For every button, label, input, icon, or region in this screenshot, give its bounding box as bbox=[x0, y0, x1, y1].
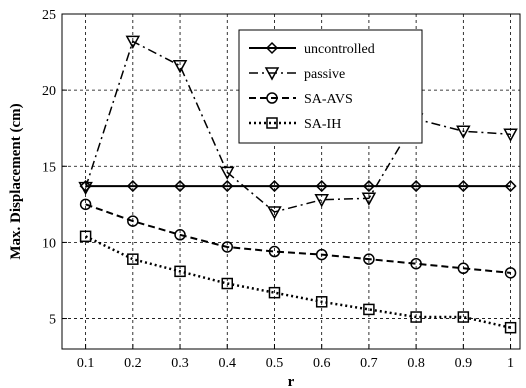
data-point-uncontrolled bbox=[457, 180, 470, 193]
data-point-passive bbox=[267, 206, 282, 220]
series-sa-avs bbox=[79, 198, 517, 279]
data-point-sa-ih bbox=[363, 303, 375, 316]
x-axis-label: r bbox=[288, 374, 295, 388]
legend-marker bbox=[264, 67, 280, 81]
x-tick-label: 0.7 bbox=[360, 356, 378, 371]
data-point-sa-avs bbox=[363, 253, 375, 265]
x-tick-label: 0.1 bbox=[77, 356, 95, 371]
data-point-sa-ih bbox=[174, 265, 186, 278]
legend-marker bbox=[265, 41, 279, 55]
data-point-uncontrolled bbox=[79, 180, 92, 193]
y-tick-label: 25 bbox=[42, 8, 56, 23]
y-axis-label: Max. Displacement (cm) bbox=[8, 103, 24, 259]
legend-item-uncontrolled: uncontrolled bbox=[249, 41, 375, 57]
data-point-uncontrolled bbox=[315, 180, 328, 193]
data-point-sa-avs bbox=[457, 262, 470, 275]
legend-marker bbox=[266, 117, 278, 129]
data-point-uncontrolled bbox=[362, 180, 375, 193]
legend-label: SA-AVS bbox=[304, 92, 353, 107]
data-point-uncontrolled bbox=[268, 180, 281, 193]
x-tick-label: 0.6 bbox=[313, 356, 331, 371]
legend-item-passive: passive bbox=[249, 67, 345, 82]
data-point-passive bbox=[219, 166, 235, 180]
x-tick-label: 0.5 bbox=[266, 356, 284, 371]
data-point-sa-ih bbox=[315, 296, 328, 308]
plot-frame bbox=[61, 13, 521, 350]
data-point-sa-avs bbox=[221, 241, 234, 253]
data-point-sa-avs bbox=[410, 257, 422, 270]
series-line-sa-ih bbox=[85, 235, 511, 329]
series-line-passive bbox=[84, 40, 511, 213]
legend-item-sa-ih: SA-IH bbox=[249, 117, 341, 132]
data-point-uncontrolled bbox=[173, 180, 187, 193]
data-point-sa-ih bbox=[127, 253, 139, 265]
data-point-sa-avs bbox=[315, 248, 328, 261]
data-point-sa-ih bbox=[268, 286, 281, 299]
legend-label: passive bbox=[304, 67, 345, 82]
legend-item-sa-avs: SA-AVS bbox=[249, 92, 353, 107]
x-tick-label: 0.4 bbox=[219, 356, 237, 371]
data-point-passive bbox=[78, 181, 93, 196]
data-point-passive bbox=[314, 194, 329, 208]
data-point-passive bbox=[456, 125, 471, 139]
data-point-passive bbox=[503, 128, 518, 142]
series-layer bbox=[78, 35, 518, 334]
series-passive bbox=[78, 35, 518, 220]
data-point-sa-avs bbox=[174, 229, 186, 241]
x-axis-ticks: 0.1 0.2 0.3 0.4 0.5 0.6 0.7 0.8 0.9 1 bbox=[77, 344, 514, 371]
x-tick-label: 0.3 bbox=[171, 356, 189, 371]
legend-label: uncontrolled bbox=[304, 42, 375, 57]
data-point-sa-ih bbox=[457, 311, 470, 323]
data-point-sa-avs bbox=[127, 215, 139, 227]
series-line-sa-avs bbox=[85, 203, 511, 274]
data-point-sa-avs bbox=[268, 245, 281, 258]
data-point-sa-ih bbox=[79, 230, 92, 243]
legend: uncontrolled passive SA-AVS SA-IH bbox=[238, 29, 423, 144]
x-tick-label: 0.8 bbox=[407, 356, 425, 371]
y-tick-label: 15 bbox=[42, 160, 56, 175]
y-tick-label: 20 bbox=[42, 84, 56, 99]
data-point-passive bbox=[361, 192, 377, 206]
data-point-uncontrolled bbox=[126, 180, 139, 193]
data-point-uncontrolled bbox=[221, 180, 234, 193]
data-point-sa-ih bbox=[221, 277, 234, 290]
data-point-sa-avs bbox=[79, 198, 92, 211]
data-point-sa-ih bbox=[410, 311, 422, 323]
data-point-uncontrolled bbox=[410, 180, 423, 193]
y-axis-ticks: 5 10 15 20 25 bbox=[42, 8, 67, 328]
legend-label: SA-IH bbox=[304, 117, 341, 132]
legend-marker bbox=[266, 92, 278, 104]
data-point-uncontrolled bbox=[504, 180, 517, 193]
data-point-passive bbox=[125, 35, 141, 49]
data-point-sa-ih bbox=[504, 321, 517, 334]
data-point-sa-avs bbox=[504, 267, 517, 279]
x-tick-label: 0.2 bbox=[124, 356, 142, 371]
x-tick-label: 0.9 bbox=[455, 356, 473, 371]
series-uncontrolled bbox=[79, 180, 517, 193]
y-tick-label: 5 bbox=[49, 313, 56, 328]
series-sa-ih bbox=[79, 230, 517, 334]
x-tick-label: 1 bbox=[507, 356, 514, 371]
y-tick-label: 10 bbox=[42, 236, 56, 251]
data-point-passive bbox=[172, 60, 188, 74]
